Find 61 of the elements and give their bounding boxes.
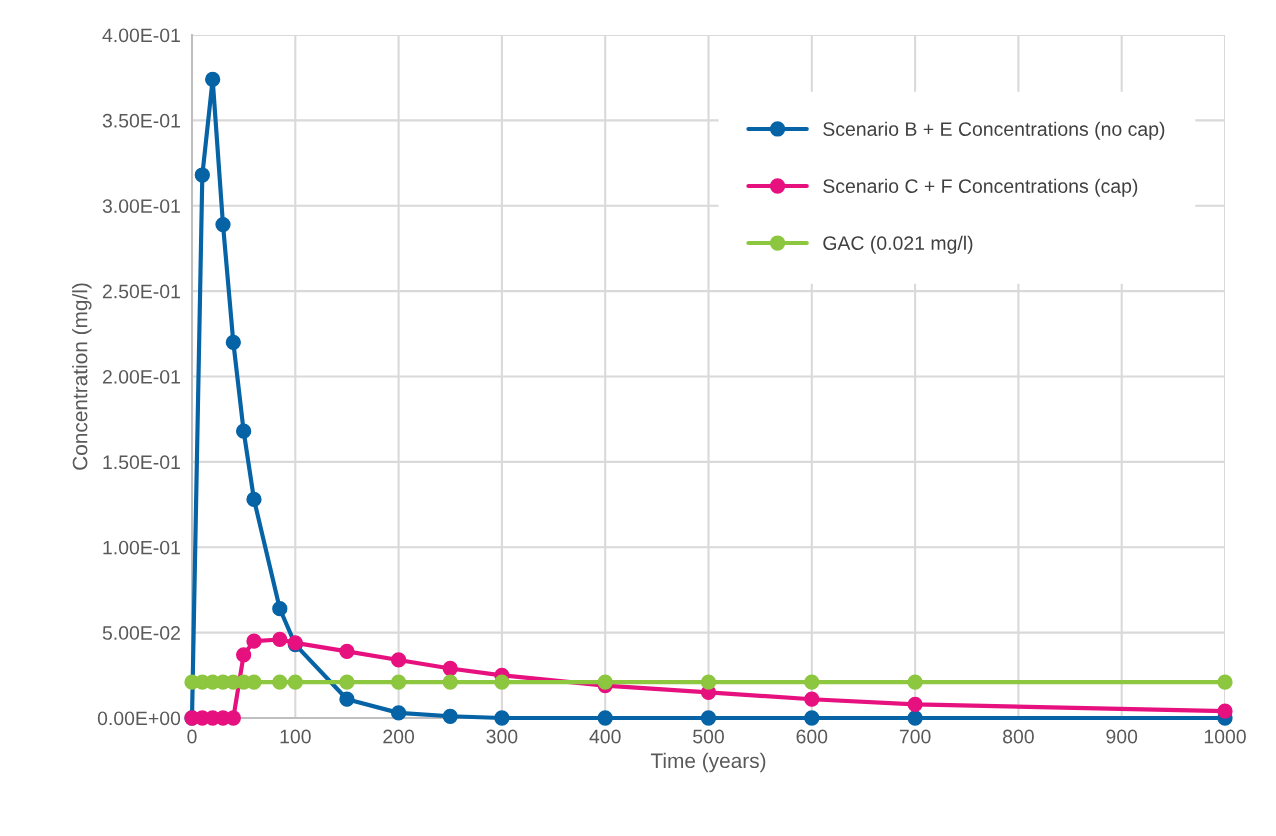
x-tick-label: 700 bbox=[899, 729, 931, 744]
y-axis-title: Concentration (mg/l) bbox=[72, 283, 92, 470]
point bbox=[246, 491, 262, 508]
x-tick-label: 100 bbox=[280, 729, 311, 744]
point bbox=[597, 674, 613, 690]
x-tick-label: 400 bbox=[589, 729, 621, 744]
legend-label: GAC (0.021 mg/l) bbox=[823, 235, 973, 254]
point bbox=[390, 705, 407, 721]
y-tick-label: 1.00E-01 bbox=[103, 540, 180, 555]
point bbox=[390, 652, 407, 668]
x-tick-label: 200 bbox=[383, 729, 415, 744]
point bbox=[597, 710, 613, 726]
point bbox=[246, 674, 262, 690]
y-tick-label: 2.00E-01 bbox=[102, 369, 180, 384]
point bbox=[272, 601, 288, 617]
point bbox=[442, 660, 458, 677]
point bbox=[494, 674, 510, 690]
point bbox=[804, 674, 820, 690]
point bbox=[700, 710, 717, 726]
point bbox=[236, 423, 252, 439]
point bbox=[194, 167, 210, 183]
point bbox=[246, 633, 262, 649]
x-tick-label: 500 bbox=[693, 729, 724, 744]
point bbox=[205, 71, 221, 88]
y-tick-label: 3.50E-01 bbox=[102, 113, 180, 128]
legend-label: Scenario C + F Concentrations (cap) bbox=[823, 178, 1138, 197]
point bbox=[907, 696, 923, 712]
point bbox=[390, 674, 407, 690]
x-tick-label: 0 bbox=[187, 729, 197, 744]
y-tick-label: 5.00E-02 bbox=[102, 626, 180, 640]
point bbox=[442, 708, 458, 724]
point bbox=[804, 710, 820, 726]
y-tick-label: 2.50E-01 bbox=[102, 284, 180, 299]
point bbox=[272, 631, 288, 648]
point bbox=[907, 674, 923, 690]
x-tick-label: 800 bbox=[1003, 729, 1034, 744]
point bbox=[907, 710, 923, 726]
point bbox=[700, 674, 717, 690]
x-tick-label: 900 bbox=[1106, 729, 1138, 744]
y-tick-label: 1.50E-01 bbox=[103, 455, 180, 470]
y-tick-label: 0.00E+00 bbox=[97, 711, 181, 726]
point bbox=[442, 674, 458, 690]
point bbox=[1217, 703, 1233, 719]
x-tick-label: 600 bbox=[796, 729, 828, 744]
y-tick-label: 4.00E-01 bbox=[102, 28, 180, 43]
point bbox=[272, 674, 288, 690]
point bbox=[236, 647, 252, 663]
x-axis-title: Time (years) bbox=[650, 752, 766, 773]
x-tick-label: 300 bbox=[486, 729, 518, 744]
point bbox=[494, 710, 510, 726]
point bbox=[339, 643, 355, 660]
point bbox=[225, 334, 241, 350]
point bbox=[339, 691, 355, 707]
point bbox=[804, 691, 820, 707]
x-tick-label: 1000 bbox=[1204, 729, 1246, 744]
point bbox=[287, 674, 303, 690]
point bbox=[215, 216, 231, 233]
point bbox=[1217, 674, 1233, 690]
legend-label: Scenario B + E Concentrations (no cap) bbox=[823, 121, 1165, 140]
y-tick-label: 3.00E-01 bbox=[102, 199, 180, 213]
point bbox=[339, 674, 355, 690]
